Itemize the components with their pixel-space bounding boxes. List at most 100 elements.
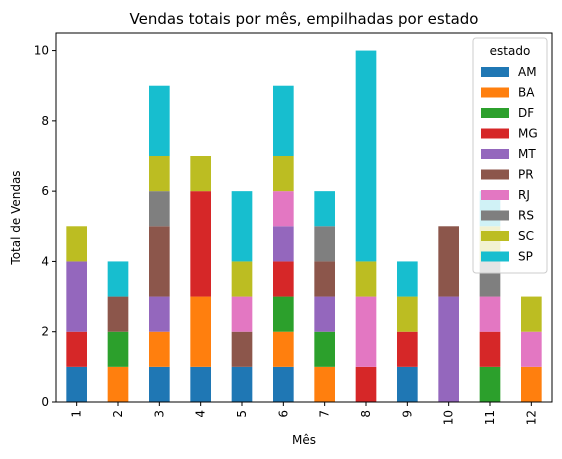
legend-title: estado: [490, 44, 531, 58]
legend: estado AM BA DF MG MT PR RJ RS SC SP: [473, 38, 547, 273]
bar-segment-sp-month-3: [149, 86, 170, 156]
x-tick-label: 1: [70, 410, 84, 418]
bar-segment-mg-month-1: [66, 332, 87, 367]
bar-segment-sc-month-12: [521, 297, 542, 332]
bar-segment-ba-month-7: [314, 367, 335, 402]
bar-segment-sc-month-9: [397, 297, 418, 332]
bar-segment-am-month-4: [190, 367, 211, 402]
bar-segment-sp-month-8: [356, 51, 377, 262]
x-tick-label: 9: [400, 410, 414, 418]
bar-segment-sc-month-4: [190, 156, 211, 191]
bar-segment-mt-month-3: [149, 297, 170, 332]
x-tick-label: 12: [524, 410, 538, 425]
bar-segment-sc-month-5: [232, 261, 253, 296]
y-tick-label: 4: [41, 254, 49, 268]
bar-segment-mt-month-10: [438, 297, 459, 402]
bar-segment-rj-month-6: [273, 191, 294, 226]
legend-label-mt: MT: [518, 147, 536, 161]
y-tick-label: 8: [41, 114, 49, 128]
x-tick-label: 5: [235, 410, 249, 418]
bar-segment-ba-month-2: [108, 367, 129, 402]
bar-segment-ba-month-12: [521, 367, 542, 402]
legend-label-mg: MG: [518, 127, 538, 141]
bar-segment-ba-month-3: [149, 332, 170, 367]
bar-segment-pr-month-10: [438, 226, 459, 296]
bar-segment-mg-month-4: [190, 191, 211, 296]
legend-label-sp: SP: [518, 250, 533, 264]
x-tick-label: 2: [111, 410, 125, 418]
bar-segment-ba-month-4: [190, 297, 211, 367]
legend-swatch-ba: [481, 88, 509, 98]
bar-segment-mt-month-1: [66, 261, 87, 331]
bar-segment-sc-month-1: [66, 226, 87, 261]
x-tick-label: 7: [318, 410, 332, 418]
legend-swatch-sp: [481, 252, 509, 262]
bar-stacks: [66, 51, 541, 402]
y-tick-label: 6: [41, 184, 49, 198]
bar-segment-mg-month-6: [273, 261, 294, 296]
legend-swatch-am: [481, 67, 509, 77]
bar-segment-rj-month-5: [232, 297, 253, 332]
legend-swatch-rj: [481, 190, 509, 200]
legend-swatch-rs: [481, 211, 509, 221]
bar-segment-sp-month-7: [314, 191, 335, 226]
bar-segment-am-month-5: [232, 367, 253, 402]
bar-segment-mg-month-11: [480, 332, 501, 367]
bar-segment-pr-month-5: [232, 332, 253, 367]
bar-segment-sp-month-5: [232, 191, 253, 261]
x-tick-label: 6: [276, 410, 290, 418]
legend-label-rs: RS: [518, 209, 534, 223]
legend-label-ba: BA: [518, 86, 535, 100]
legend-label-pr: PR: [518, 168, 534, 182]
legend-label-sc: SC: [518, 229, 534, 243]
chart-title: Vendas totais por mês, empilhadas por es…: [130, 10, 479, 28]
legend-swatch-df: [481, 108, 509, 118]
legend-swatch-mt: [481, 149, 509, 159]
legend-swatch-mg: [481, 129, 509, 139]
bar-segment-df-month-2: [108, 332, 129, 367]
y-tick-label: 2: [41, 325, 49, 339]
legend-swatch-sc: [481, 231, 509, 241]
y-tick-label: 0: [41, 395, 49, 409]
bar-segment-df-month-6: [273, 297, 294, 332]
x-tick-label: 3: [152, 410, 166, 418]
legend-swatch-pr: [481, 170, 509, 180]
bar-segment-mg-month-8: [356, 367, 377, 402]
x-tick-label: 8: [359, 410, 373, 418]
legend-label-rj: RJ: [518, 188, 530, 202]
bar-segment-mg-month-9: [397, 332, 418, 367]
bar-segment-pr-month-7: [314, 261, 335, 296]
bar-segment-sc-month-6: [273, 156, 294, 191]
bar-segment-sp-month-9: [397, 261, 418, 296]
bar-segment-rj-month-12: [521, 332, 542, 367]
bar-segment-df-month-11: [480, 367, 501, 402]
y-axis-label: Total de Vendas: [9, 170, 23, 265]
bar-segment-ba-month-6: [273, 332, 294, 367]
bar-segment-rs-month-7: [314, 226, 335, 261]
bar-segment-sp-month-2: [108, 261, 129, 296]
y-tick-label: 10: [34, 44, 49, 58]
legend-label-df: DF: [518, 106, 534, 120]
bar-segment-df-month-7: [314, 332, 335, 367]
bar-segment-rs-month-3: [149, 191, 170, 226]
x-tick-label: 4: [194, 410, 208, 418]
y-axis: 0 2 4 6 8 10: [34, 44, 56, 409]
legend-label-am: AM: [518, 65, 537, 79]
bar-segment-am-month-3: [149, 367, 170, 402]
bar-segment-rj-month-11: [480, 297, 501, 332]
bar-segment-sc-month-8: [356, 261, 377, 296]
x-tick-label: 11: [483, 410, 497, 425]
bar-segment-mt-month-7: [314, 297, 335, 332]
bar-segment-sc-month-3: [149, 156, 170, 191]
bar-segment-sp-month-6: [273, 86, 294, 156]
x-axis: 1 2 3 4 5 6 7 8 9 10 11 12: [70, 402, 539, 425]
bar-segment-pr-month-3: [149, 226, 170, 296]
x-tick-label: 10: [442, 410, 456, 425]
bar-segment-mt-month-6: [273, 226, 294, 261]
bar-segment-am-month-1: [66, 367, 87, 402]
bar-segment-rj-month-8: [356, 297, 377, 367]
x-axis-label: Mês: [292, 433, 316, 447]
bar-segment-am-month-6: [273, 367, 294, 402]
bar-segment-am-month-9: [397, 367, 418, 402]
